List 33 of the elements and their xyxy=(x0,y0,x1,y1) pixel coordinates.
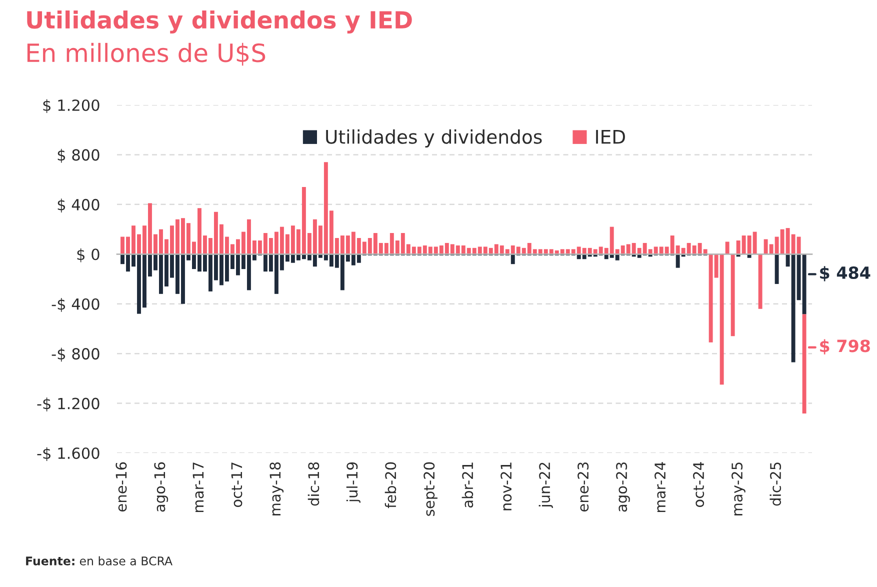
x-tick-label: dic-18 xyxy=(308,462,320,506)
legend-label: IED xyxy=(596,130,625,144)
y-tick-label: $ 800 xyxy=(58,148,100,163)
x-tick-label: ene-16 xyxy=(116,462,127,512)
y-tick-label: $ 0 xyxy=(77,248,100,262)
x-tick-label: oct-17 xyxy=(231,462,242,508)
x-tick-label: jun-22 xyxy=(538,462,553,508)
source-note: Fuente: en base a BCRA xyxy=(26,556,172,566)
x-tick-label: jul-19 xyxy=(346,462,360,503)
chart-subtitle: En millones de U$S xyxy=(27,42,266,66)
x-tick-label: dic-25 xyxy=(770,462,782,506)
legend-label: Utilidades y dividendos xyxy=(326,129,542,148)
y-tick-label: -$ 1.600 xyxy=(37,447,100,462)
y-tick-label: -$ 400 xyxy=(52,298,100,312)
x-tick-label: sept-20 xyxy=(424,462,438,516)
x-tick-label: abr-21 xyxy=(462,462,474,508)
x-tick-label: nov-21 xyxy=(500,462,512,510)
text: $ 484 xyxy=(820,266,870,282)
y-tick-label: -$ 800 xyxy=(52,348,100,362)
x-tick-label: mar-24 xyxy=(654,462,666,512)
y-tick-label: -$ 1.200 xyxy=(37,397,100,412)
x-tick-label: oct-24 xyxy=(693,462,704,508)
chart-title: Utilidades y dividendos y IED xyxy=(27,10,412,34)
text: $ 798 xyxy=(820,339,870,354)
x-tick-label: mar-17 xyxy=(192,462,204,512)
x-tick-label: ago-23 xyxy=(616,462,630,512)
x-tick-label: may-25 xyxy=(732,462,746,516)
x-tick-label: may-18 xyxy=(270,462,284,516)
x-tick-label: feb-20 xyxy=(384,462,396,508)
y-tick-label: $ 1.200 xyxy=(43,99,100,114)
x-tick-label: ago-16 xyxy=(154,462,168,512)
x-tick-label: ene-23 xyxy=(578,462,589,512)
y-tick-label: $ 400 xyxy=(58,198,100,212)
